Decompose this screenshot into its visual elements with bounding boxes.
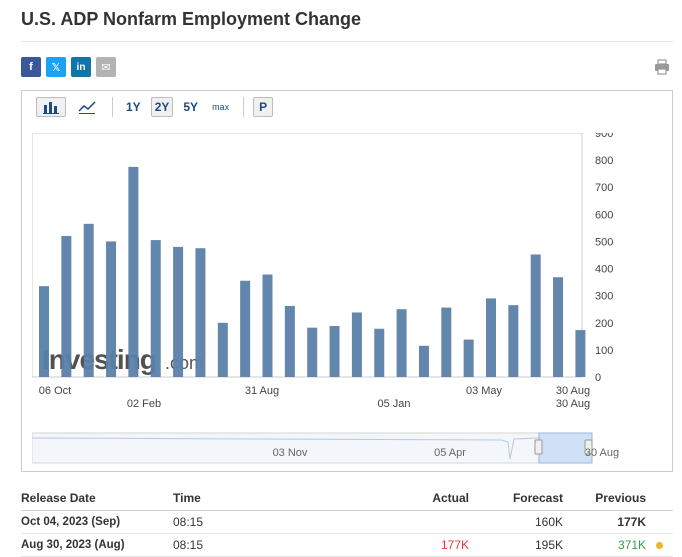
title-divider xyxy=(21,41,673,42)
print-icon[interactable] xyxy=(654,59,670,75)
y-tick-label: 200 xyxy=(595,318,613,330)
forecast-value: 160K xyxy=(534,515,563,529)
chart-toolbar: 1Y 2Y 5Y max P xyxy=(36,96,279,118)
line-chart-icon[interactable] xyxy=(72,97,102,117)
chart-bar xyxy=(61,236,72,377)
x-tick-label: 05 Jan xyxy=(377,398,410,410)
navigator-line xyxy=(32,437,542,460)
navigator-label: 30 Aug xyxy=(585,447,619,459)
previous-value: 177K xyxy=(617,515,646,529)
release-date: Aug 30, 2023 (Aug) xyxy=(21,539,125,551)
col-release-date[interactable]: Release Date xyxy=(21,491,96,505)
navigator-handle-left xyxy=(534,439,543,455)
chart-bar xyxy=(418,345,429,377)
chart-bar xyxy=(195,248,206,377)
chart-bar xyxy=(39,286,49,377)
facebook-share-button[interactable]: f xyxy=(21,57,41,77)
y-tick-label: 900 xyxy=(595,133,613,140)
chart-bar xyxy=(329,326,340,377)
twitter-share-button[interactable]: 𝕏 xyxy=(46,57,66,77)
status-dot-icon xyxy=(656,542,663,549)
y-tick-label: 800 xyxy=(595,155,613,167)
x-tick-label: 30 Aug xyxy=(556,398,590,410)
chart-container: 1Y 2Y 5Y max P 0 100 200 300 400 500 600 700 800… xyxy=(21,90,673,472)
x-tick-label: 02 Feb xyxy=(127,398,161,410)
navigator-label: 03 Nov xyxy=(273,447,308,459)
release-time: 08:15 xyxy=(173,538,204,552)
col-forecast[interactable]: Forecast xyxy=(512,491,563,505)
chart-bar xyxy=(374,328,385,377)
chart-bar xyxy=(307,327,318,377)
bar-chart-icon[interactable] xyxy=(36,97,66,117)
linkedin-share-button[interactable]: in xyxy=(71,57,91,77)
chart-bar xyxy=(508,305,519,377)
chart-bar xyxy=(396,309,407,377)
release-time: 08:15 xyxy=(173,515,204,529)
share-bar: f 𝕏 in ✉ xyxy=(21,57,116,77)
range-2y-button[interactable]: 2Y xyxy=(150,97,174,117)
chart-bar xyxy=(128,166,139,377)
y-tick-label: 500 xyxy=(595,236,613,248)
chart-bar xyxy=(83,223,94,377)
y-tick-label: 100 xyxy=(595,345,613,357)
range-5y-button[interactable]: 5Y xyxy=(183,100,199,114)
chart-bar xyxy=(463,339,474,377)
release-table: Release Date Time Actual Forecast Previo… xyxy=(21,486,673,557)
y-tick-label: 600 xyxy=(595,209,613,221)
range-1y-button[interactable]: 1Y xyxy=(126,100,141,114)
table-row: Oct 04, 2023 (Sep) 08:15 160K 177K xyxy=(21,511,673,534)
col-actual[interactable]: Actual xyxy=(432,491,469,505)
chart-bar xyxy=(351,312,362,377)
toolbar-separator xyxy=(243,97,245,117)
table-header: Release Date Time Actual Forecast Previo… xyxy=(21,486,673,511)
p-button[interactable]: P xyxy=(253,97,274,117)
actual-value: 177K xyxy=(440,538,469,552)
chart-bar xyxy=(486,298,496,377)
chart-bar xyxy=(106,241,117,377)
y-tick-label: 400 xyxy=(595,264,613,276)
navigator-window xyxy=(538,432,593,464)
chart-bar xyxy=(262,274,273,377)
col-previous[interactable]: Previous xyxy=(595,491,646,505)
y-tick-label: 300 xyxy=(595,291,613,303)
chart-bar xyxy=(284,305,295,377)
navigator-handle-right xyxy=(584,439,593,455)
forecast-value: 195K xyxy=(534,538,563,552)
navigator-track xyxy=(32,432,593,464)
chart-navigator[interactable]: 03 Nov 05 Apr 30 Aug xyxy=(32,429,662,479)
toolbar-separator xyxy=(112,97,113,117)
investing-watermark: Investing xyxy=(42,344,156,375)
table-row: Aug 30, 2023 (Aug) 08:15 177K 195K 371K xyxy=(21,534,673,557)
page-title: U.S. ADP Nonfarm Employment Change xyxy=(21,9,362,29)
x-tick-label: 31 Aug xyxy=(245,385,279,397)
col-time[interactable]: Time xyxy=(173,491,201,505)
chart-bar xyxy=(240,280,251,377)
range-max-button[interactable]: max xyxy=(212,102,230,112)
email-share-button[interactable]: ✉ xyxy=(96,57,116,77)
navigator-label: 05 Apr xyxy=(434,447,466,459)
chart-bar xyxy=(575,330,586,377)
x-tick-label: 06 Oct xyxy=(39,385,71,397)
chart-bar xyxy=(553,277,564,377)
release-date: Oct 04, 2023 (Sep) xyxy=(21,516,121,528)
chart-bar xyxy=(173,246,184,377)
chart-bar xyxy=(441,307,452,377)
y-tick-label: 700 xyxy=(595,182,613,194)
chart-bar xyxy=(150,240,161,377)
y-tick-label: 0 xyxy=(595,372,601,384)
chart-bar xyxy=(530,254,541,377)
x-tick-label: 03 May xyxy=(466,385,503,397)
x-tick-label: 30 Aug xyxy=(556,385,590,397)
chart-bar xyxy=(217,322,228,377)
previous-value: 371K xyxy=(617,538,646,552)
